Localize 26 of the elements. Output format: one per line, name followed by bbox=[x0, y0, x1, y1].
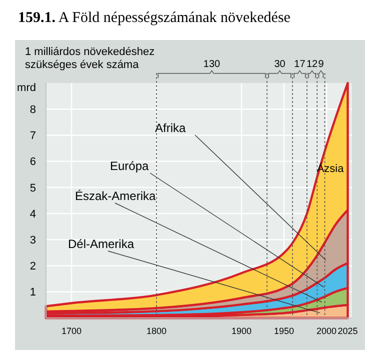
x-tick-label: 1800 bbox=[146, 326, 167, 336]
x-tick-label: 1900 bbox=[231, 326, 252, 336]
chart-title: 159.1. A Föld népességszámának növekedése bbox=[18, 10, 291, 26]
x-tick-label: 2000 bbox=[316, 326, 337, 336]
y-tick-label: 4 bbox=[30, 208, 36, 220]
y-tick-label: 1 bbox=[30, 286, 36, 299]
y-tick-label: 5 bbox=[30, 182, 36, 194]
text: 30 bbox=[274, 59, 286, 70]
text: 130 bbox=[203, 59, 221, 70]
y-tick-label: 6 bbox=[30, 156, 36, 168]
text: 17 bbox=[294, 59, 306, 70]
y-tick-label: 8 bbox=[30, 104, 36, 116]
y-tick-label: 7 bbox=[30, 130, 36, 142]
text: 1 milliárdos növekedéshez szükséges évek száma bbox=[25, 46, 155, 71]
x-tick-label: 1700 bbox=[61, 326, 82, 336]
x-tick-label: 1950 bbox=[274, 326, 294, 336]
text: Dél-Amerika bbox=[68, 237, 134, 251]
y-axis-title: mrd bbox=[17, 82, 36, 94]
text: 12 bbox=[306, 59, 318, 70]
text: Afrika bbox=[155, 121, 186, 135]
text: 9 bbox=[318, 59, 324, 70]
text: Európa bbox=[110, 159, 150, 173]
y-tick-label: 3 bbox=[30, 234, 36, 247]
y-tick-label: 2 bbox=[30, 260, 36, 273]
x-tick-label: 2025 bbox=[338, 326, 358, 336]
text: Észak-Amerika bbox=[75, 189, 156, 203]
